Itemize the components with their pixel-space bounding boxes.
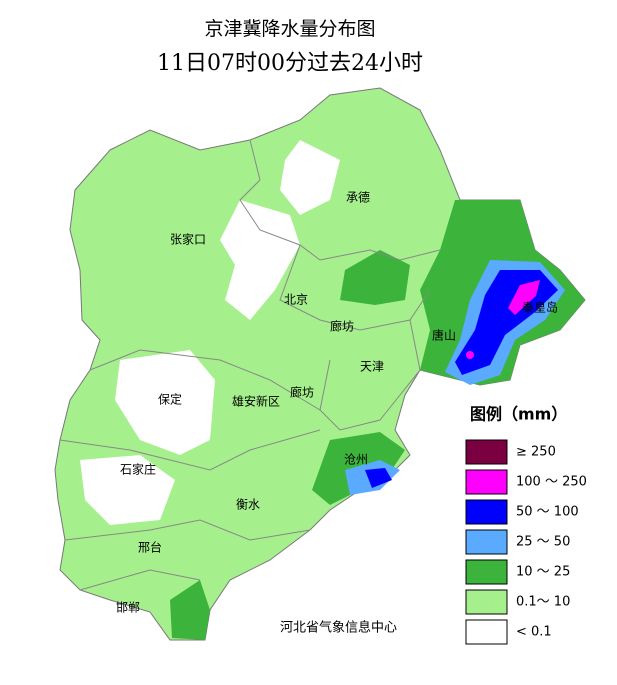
city-label: 张家口 — [170, 232, 206, 247]
city-label: 承德 — [346, 190, 370, 205]
city-label: 沧州 — [344, 452, 368, 467]
city-label: 保定 — [158, 392, 182, 407]
border — [64, 519, 311, 541]
legend-swatch — [465, 619, 508, 645]
city-label: 秦皇岛 — [522, 300, 558, 315]
legend-swatch — [465, 469, 508, 495]
title-line1: 京津冀降水量分布图 — [204, 18, 375, 40]
border — [279, 244, 431, 331]
legend-label: 100 ～ 250 — [516, 475, 587, 490]
region-no-rain — [80, 455, 175, 525]
region-no-rain — [115, 350, 215, 455]
legend: ≥ 250 100 ～ 250 50 ～ 100 25 ～ 50 10 ～ 25 0.1～… — [465, 439, 587, 645]
city-label: 北京 — [284, 293, 308, 307]
city-label: 廊坊 — [330, 319, 354, 334]
title-line2: 11日07时00分过去24小时 — [157, 51, 423, 76]
legend-swatch — [465, 499, 508, 525]
legend-label: 25 ～ 50 — [516, 535, 570, 550]
legend-title: 图例（mm） — [470, 405, 567, 424]
region-heavy-rainstorm — [508, 280, 540, 315]
footer: 河北省气象信息中心 — [280, 620, 397, 636]
legend-label: 10 ～ 25 — [516, 565, 570, 580]
city-label: 天津 — [360, 360, 384, 374]
legend-swatch — [465, 559, 508, 585]
city-label: 石家庄 — [120, 462, 156, 477]
border — [79, 569, 201, 591]
border — [89, 349, 321, 411]
legend-swatch — [465, 589, 508, 615]
legend-label: 0.1～ 10 — [516, 595, 570, 610]
border — [59, 429, 321, 471]
map — [54, 87, 586, 641]
region-no-rain — [220, 200, 300, 320]
legend-swatch — [465, 529, 508, 555]
legend-label: ≥ 250 — [516, 445, 556, 460]
city-label: 邯郸 — [116, 600, 140, 615]
region-rainstorm — [365, 468, 392, 488]
city-label: 衡水 — [236, 498, 260, 512]
region-moderate-rain — [170, 580, 210, 640]
region-no-rain — [280, 140, 340, 215]
city-label: 唐山 — [432, 328, 456, 343]
city-label: 雄安新区 — [232, 394, 280, 409]
legend-swatch — [465, 439, 508, 465]
region-heavy-rainstorm — [466, 351, 474, 359]
city-label: 廊坊 — [290, 385, 314, 400]
legend-label: < 0.1 — [516, 625, 552, 640]
legend-label: 50 ～ 100 — [516, 505, 579, 520]
city-label: 邢台 — [138, 540, 162, 555]
region-moderate-rain — [340, 250, 410, 305]
